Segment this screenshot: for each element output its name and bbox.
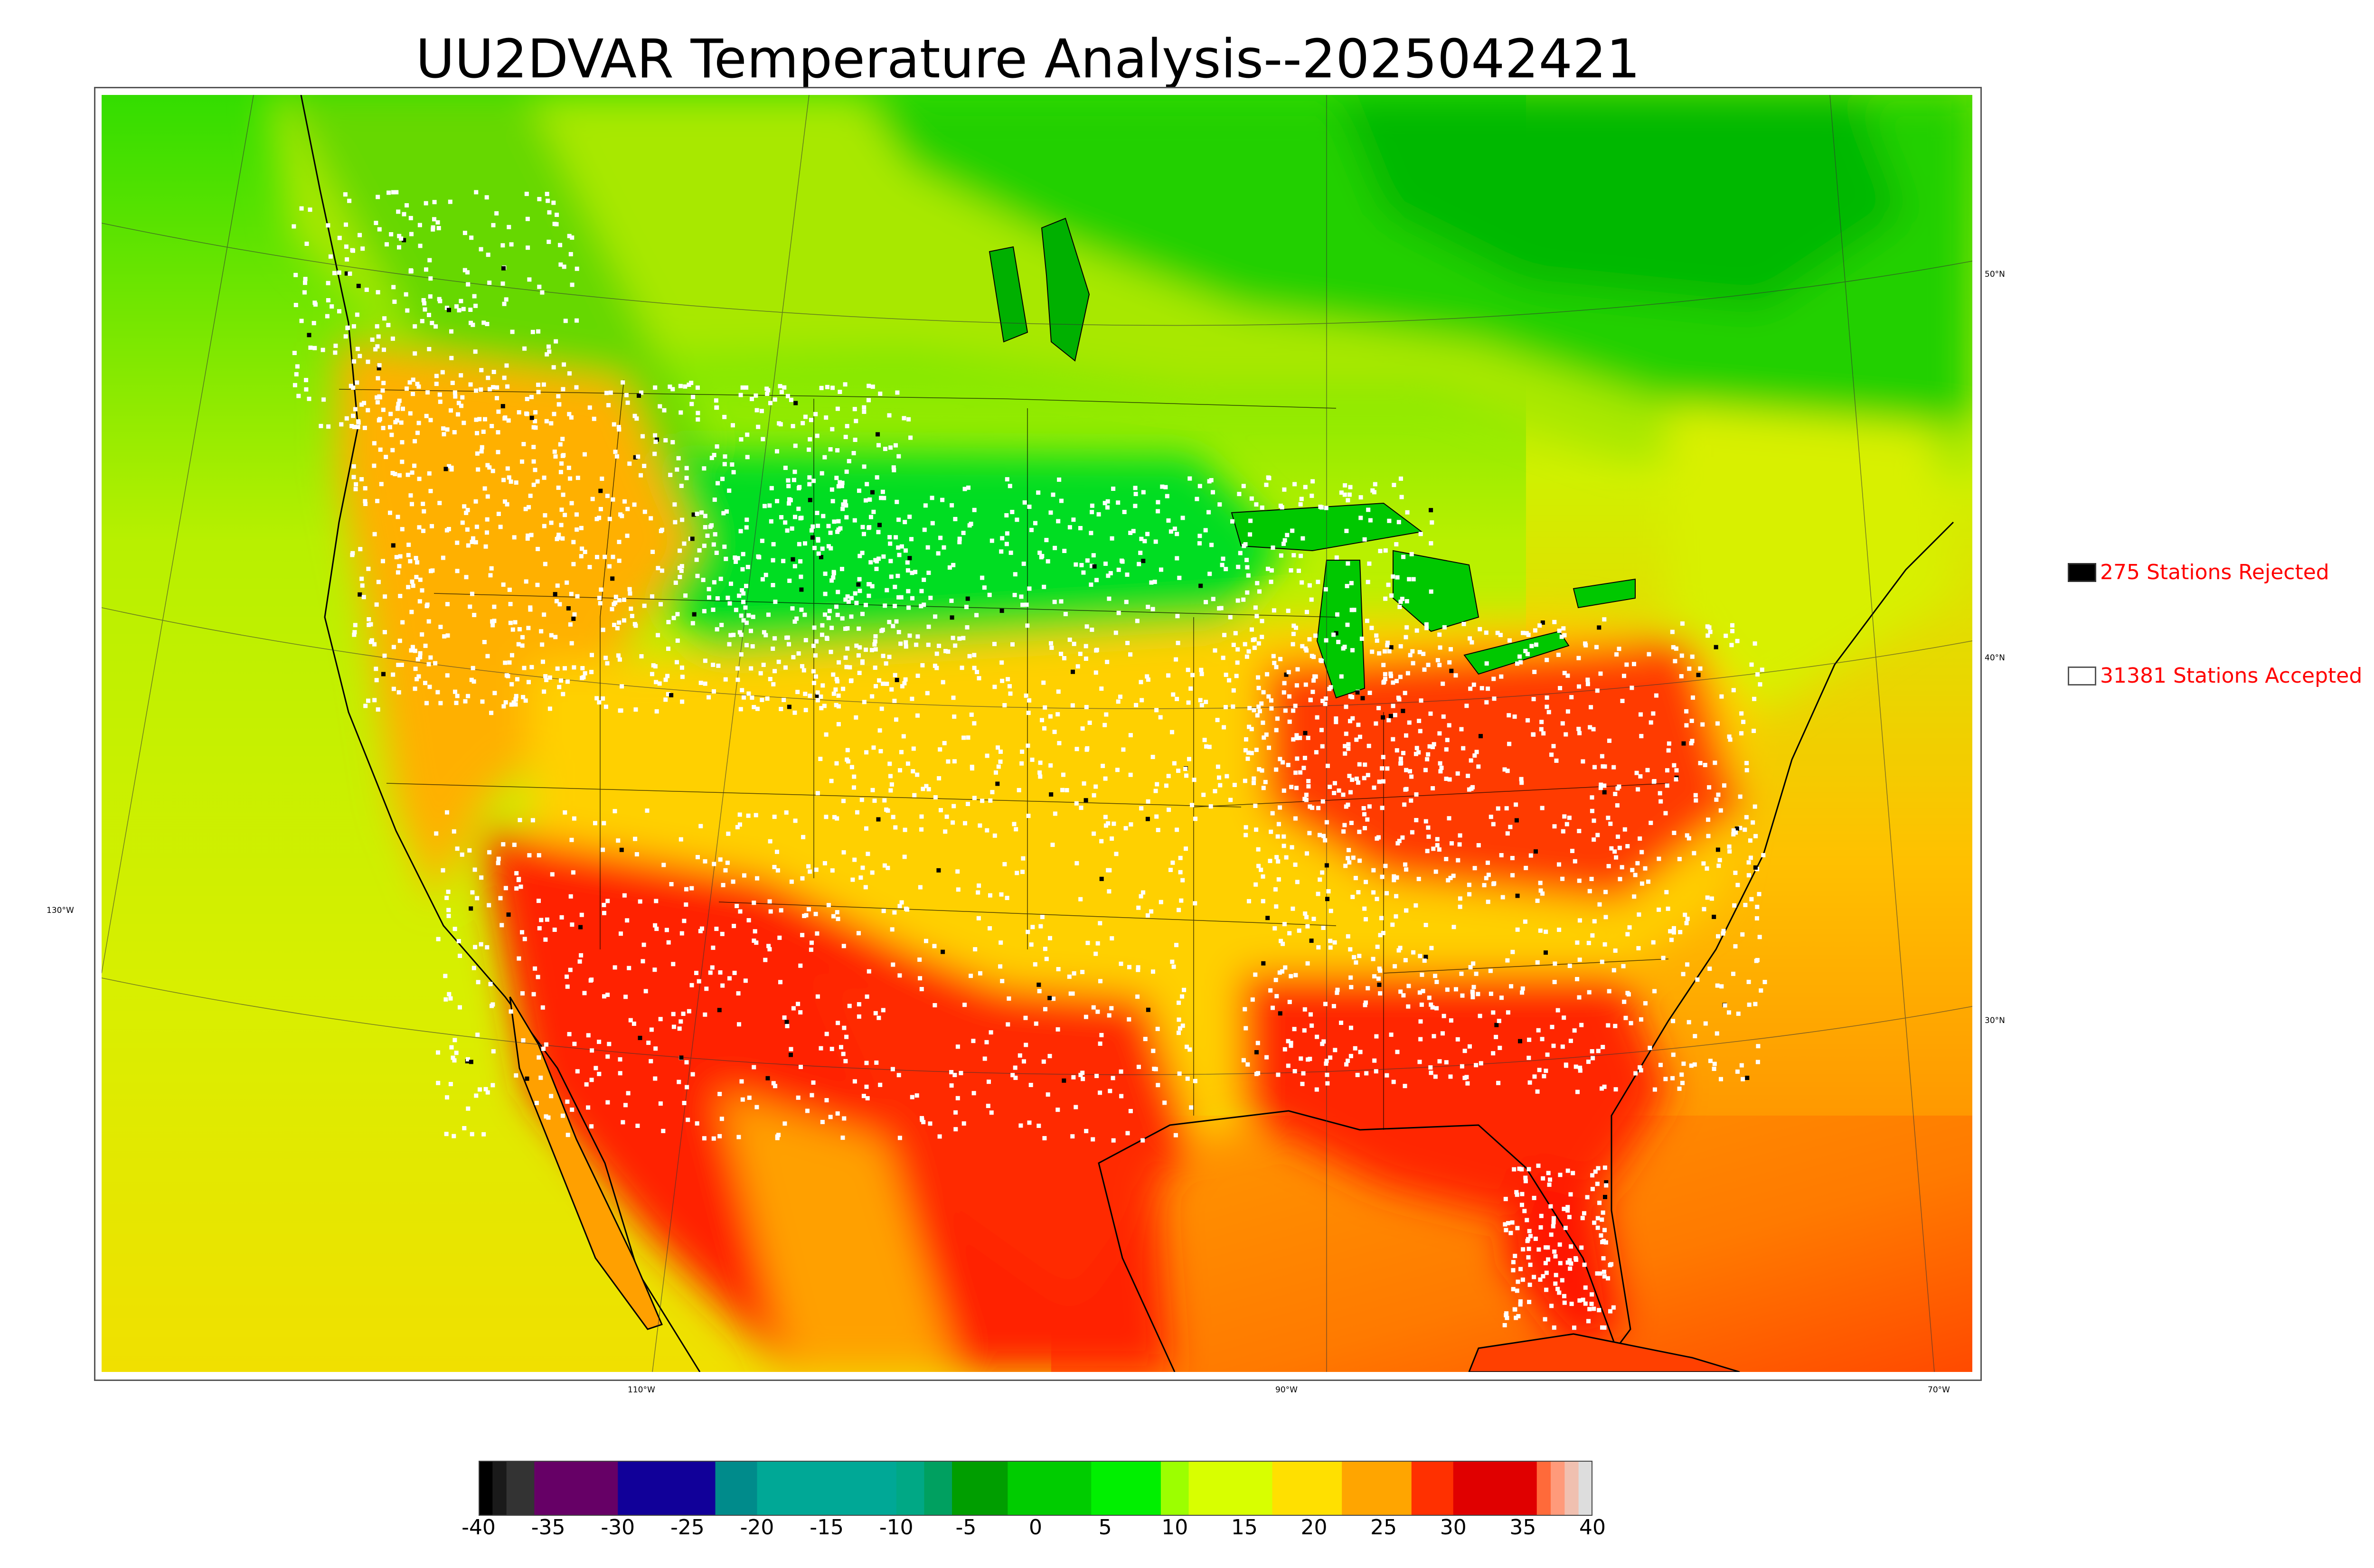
colorbar-band (1578, 1461, 1592, 1516)
colorbar-band (1188, 1461, 1273, 1516)
colorbar-band (1342, 1461, 1412, 1516)
southeast-hot (1241, 973, 1668, 1234)
colorbar-tick-label: -10 (879, 1515, 914, 1540)
lat-label-30n: 30°N (1985, 1016, 2005, 1025)
lake-michigan (1316, 560, 1366, 699)
northeast-warm (1668, 404, 1953, 712)
colorbar-tick-label: 25 (1370, 1515, 1397, 1540)
lat-label-40n: 40°N (1985, 653, 2005, 663)
legend-accepted: 31381 Stations Accepted (2068, 664, 2362, 688)
texas-hot (814, 973, 1194, 1305)
colorbar-border (479, 1461, 1592, 1516)
accepted-swatch (2068, 666, 2096, 685)
colorbar-band (534, 1461, 618, 1516)
colorbar-band (1564, 1461, 1579, 1516)
lon-label-130w: 130°W (47, 906, 74, 915)
lon-label-110w: 110°W (628, 1385, 655, 1395)
lake-winnipeg (1041, 217, 1090, 362)
graticule (102, 95, 1972, 1372)
colorbar-band (896, 1461, 924, 1516)
colorbar-tick-label: -20 (740, 1515, 774, 1540)
colorbar-band (506, 1461, 535, 1516)
station-markers (292, 190, 1767, 1330)
lake-manitoba (989, 246, 1028, 343)
lake-ontario (1573, 578, 1636, 609)
temperature-analysis-map[interactable] (102, 95, 1972, 1372)
colorbar-band (479, 1461, 493, 1516)
colorbar-band (1091, 1461, 1161, 1516)
colorbar-tick-label: -25 (670, 1515, 705, 1540)
colorbar-tick-label: -5 (955, 1515, 977, 1540)
lake-huron (1393, 550, 1479, 632)
rejected-label: 275 Stations Rejected (2100, 560, 2329, 584)
colorbar-tick-label: 35 (1509, 1515, 1536, 1540)
colorbar-tick-label: -35 (531, 1515, 565, 1540)
colorbar-tick-label: -15 (810, 1515, 844, 1540)
colorbar-band (715, 1461, 757, 1516)
coastline-outline (300, 95, 1954, 1372)
colorbar-tick-label: 0 (1029, 1515, 1042, 1540)
mexico-plateau (719, 1092, 956, 1372)
lon-label-90w: 90°W (1275, 1385, 1298, 1395)
colorbar-band (1008, 1461, 1092, 1516)
colorbar-band (1272, 1461, 1342, 1516)
colorbar-band (1160, 1461, 1189, 1516)
hudson-region (1336, 95, 1906, 309)
colorbar-tick-label: -40 (462, 1515, 496, 1540)
colorbar-tick-label: 5 (1098, 1515, 1112, 1540)
colorbar-tick-label: 20 (1300, 1515, 1328, 1540)
state-borders (339, 379, 1669, 1130)
colorbar-band (924, 1461, 952, 1516)
colorbar-band (1411, 1461, 1454, 1516)
colorbar-band (618, 1461, 716, 1516)
cuba-island (1468, 1333, 1740, 1372)
temperature-colorbar (479, 1461, 1592, 1516)
colorbar-tick-label: 15 (1231, 1515, 1258, 1540)
colorbar-band (952, 1461, 1008, 1516)
colorbar-tick-label: -30 (601, 1515, 635, 1540)
accepted-label: 31381 Stations Accepted (2100, 664, 2363, 688)
legend-rejected: 275 Stations Rejected (2068, 560, 2329, 584)
colorbar-tick-label: 30 (1440, 1515, 1467, 1540)
colorbar-tick-label: 10 (1161, 1515, 1188, 1540)
lon-label-70w: 70°W (1928, 1385, 1950, 1395)
colorbar-band (1453, 1461, 1537, 1516)
colorbar-tick-label: 40 (1579, 1515, 1606, 1540)
lake-erie (1463, 630, 1570, 675)
colorbar-band (492, 1461, 507, 1516)
rejected-swatch (2068, 563, 2096, 582)
great-lakes (1231, 502, 1636, 699)
colorbar-band (1536, 1461, 1551, 1516)
map-title: UU2DVAR Temperature Analysis--2025042421 (415, 28, 1640, 90)
lat-label-50n: 50°N (1985, 270, 2005, 279)
baja-peninsula (509, 996, 663, 1330)
colorbar-band (1551, 1461, 1565, 1516)
colorbar-band (757, 1461, 897, 1516)
